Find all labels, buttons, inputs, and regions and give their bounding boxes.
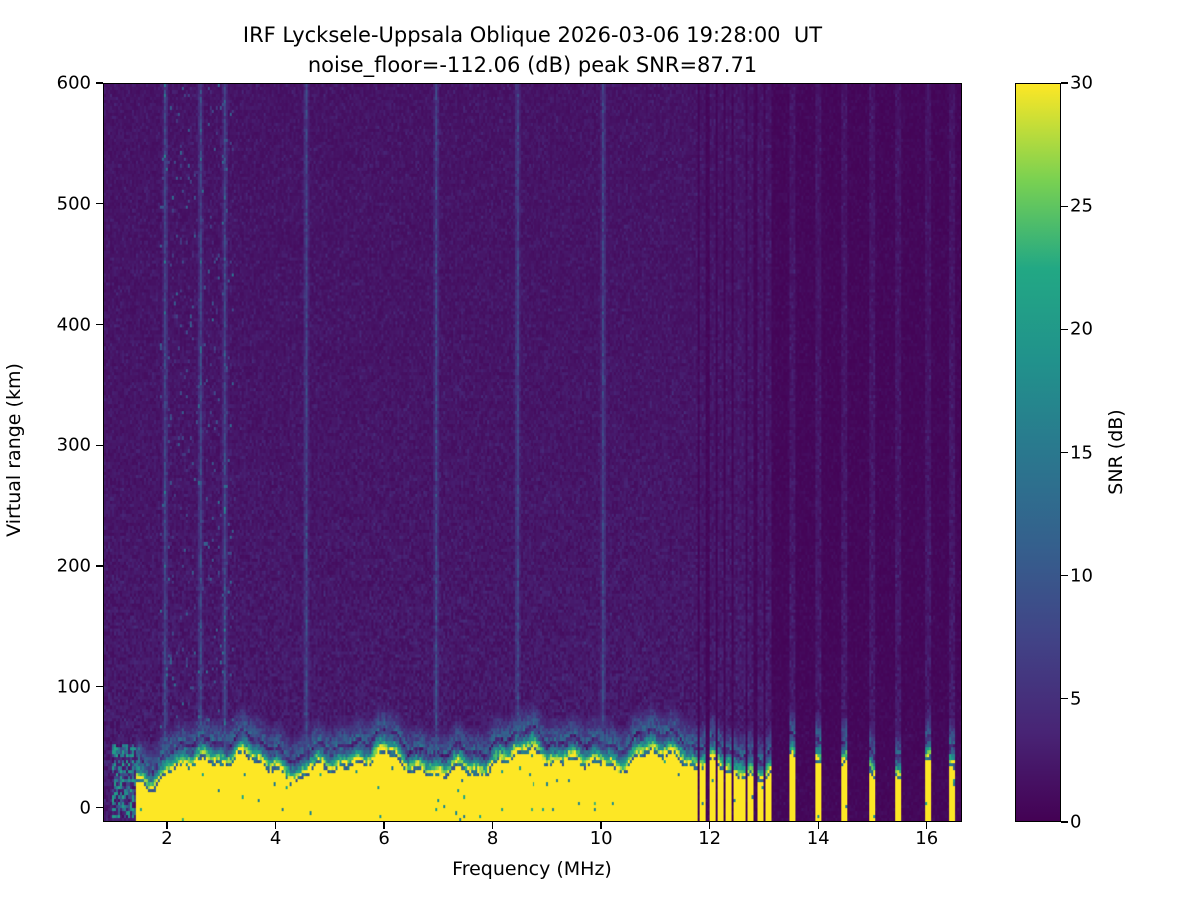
y-axis-tick-mark bbox=[96, 444, 103, 446]
y-axis-tick-label: 100 bbox=[56, 676, 91, 698]
ionogram-heatmap-canvas bbox=[104, 84, 961, 821]
colorbar-label: SNR (dB) bbox=[1105, 409, 1127, 495]
x-axis-tick-mark bbox=[383, 822, 385, 829]
colorbar-tick-mark bbox=[1061, 328, 1068, 330]
colorbar-tick-mark bbox=[1061, 451, 1068, 454]
colorbar-tick-label: 5 bbox=[1070, 688, 1082, 710]
y-axis-tick-mark bbox=[96, 686, 103, 688]
y-axis-tick-label: 200 bbox=[56, 555, 91, 577]
y-axis-label: Virtual range (km) bbox=[3, 363, 25, 537]
figure-title-line-1: IRF Lycksele-Uppsala Oblique 2026-03-06 … bbox=[242, 23, 823, 47]
colorbar-tick-label: 15 bbox=[1070, 442, 1093, 463]
colorbar-tick-label: 0 bbox=[1070, 811, 1082, 833]
figure-title-line-2: noise_floor=-112.06 (dB) peak SNR=87.71 bbox=[307, 53, 758, 77]
x-axis-tick-mark bbox=[709, 822, 711, 829]
y-axis-tick-mark bbox=[96, 323, 103, 326]
x-axis-tick-mark bbox=[491, 822, 494, 829]
y-axis-tick-mark bbox=[96, 82, 103, 84]
colorbar-tick-label: 30 bbox=[1070, 72, 1093, 94]
x-axis-tick-label: 14 bbox=[806, 828, 830, 849]
x-axis-tick-label: 10 bbox=[589, 828, 613, 849]
colorbar-tick-mark bbox=[1061, 575, 1068, 577]
colorbar-tick-mark bbox=[1061, 821, 1068, 823]
x-axis-tick-label: 8 bbox=[486, 828, 499, 849]
x-axis-tick-label: 12 bbox=[698, 828, 722, 849]
x-axis-tick-label: 2 bbox=[161, 828, 173, 849]
x-axis-tick-label: 16 bbox=[915, 828, 939, 849]
x-axis-tick-label: 6 bbox=[378, 828, 390, 849]
y-axis-tick-label: 300 bbox=[56, 434, 91, 456]
colorbar-tick-label: 10 bbox=[1070, 565, 1093, 587]
colorbar-tick-label: 25 bbox=[1070, 195, 1093, 217]
y-axis-tick-label: 400 bbox=[56, 314, 91, 335]
x-axis-tick-mark bbox=[166, 822, 168, 829]
colorbar-tick-mark bbox=[1061, 205, 1068, 207]
y-axis-tick-mark bbox=[96, 203, 103, 205]
y-axis-tick-label: 600 bbox=[56, 72, 91, 94]
colorbar-tick-label: 20 bbox=[1070, 318, 1093, 340]
snr-colorbar bbox=[1015, 83, 1061, 822]
colorbar-gradient bbox=[1016, 84, 1060, 821]
x-axis-tick-label: 4 bbox=[269, 828, 282, 849]
y-axis-tick-mark bbox=[96, 565, 103, 567]
x-axis-tick-mark bbox=[817, 822, 819, 829]
colorbar-tick-mark bbox=[1061, 82, 1068, 84]
y-axis-tick-label: 500 bbox=[56, 193, 91, 215]
x-axis-tick-mark bbox=[274, 822, 277, 829]
colorbar-tick-mark bbox=[1061, 698, 1068, 700]
x-axis-label: Frequency (MHz) bbox=[452, 858, 612, 880]
x-axis-tick-mark bbox=[926, 822, 928, 829]
y-axis-tick-label: 0 bbox=[79, 797, 91, 818]
x-axis-tick-mark bbox=[600, 822, 602, 829]
ionogram-plot-area bbox=[103, 83, 962, 822]
y-axis-tick-mark bbox=[96, 806, 103, 809]
